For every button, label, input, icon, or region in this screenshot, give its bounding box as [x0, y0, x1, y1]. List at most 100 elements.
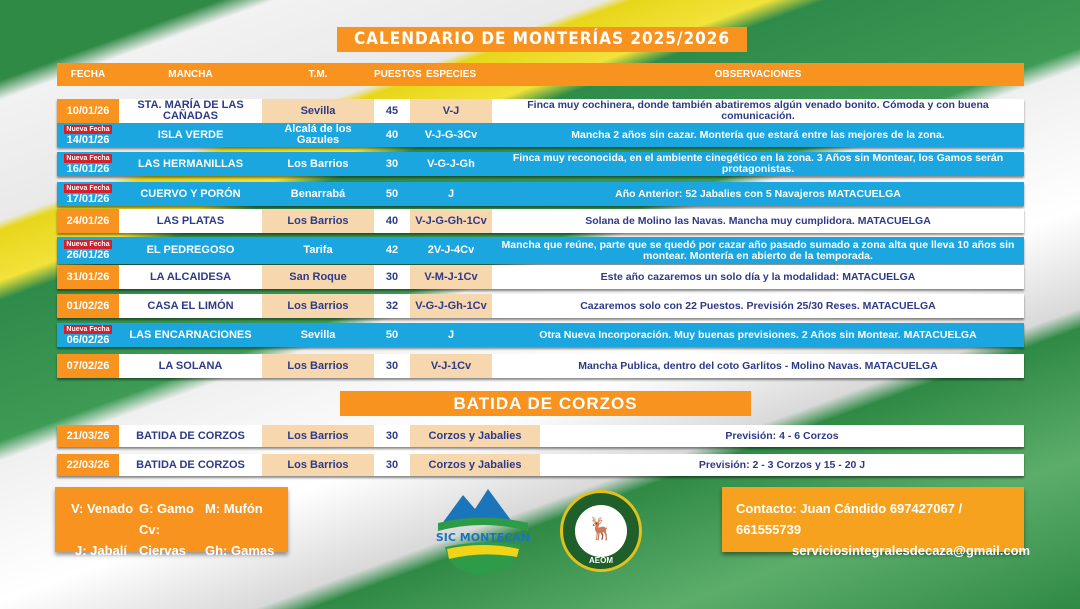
header-tm: T.M.	[308, 69, 328, 80]
cell-mancha: BATIDA DE CORZOS	[119, 425, 262, 447]
species-legend: V: Venado G: Gamo M: Mufón J: Jabalí Cv: Ci…	[55, 487, 288, 558]
table-row: 31/01/26 LA ALCAIDESA San Roque 30 V-M-J…	[57, 265, 1024, 289]
cell-especies: V-M-J-1Cv	[410, 265, 492, 289]
cell-tm: Alcalá de los Gazules	[262, 123, 374, 147]
cell-observaciones: Mancha que reúne, parte que se quedó por…	[492, 237, 1024, 264]
batida-row: 22/03/26 BATIDA DE CORZOS Los Barrios 30…	[57, 454, 1024, 476]
aeom-logo: 🦌 AEOM	[560, 490, 642, 572]
cell-puestos: 30	[374, 152, 410, 176]
table-row: 24/01/26 LAS PLATAS Los Barrios 40 V-J-G…	[57, 209, 1024, 233]
cell-fecha: 01/02/26	[57, 294, 119, 318]
fecha-text: 31/01/26	[66, 270, 110, 283]
cell-puestos: 50	[374, 323, 410, 347]
cell-especies: Corzos y Jabalies	[410, 425, 540, 447]
cell-observaciones: Previsión: 4 - 6 Corzos	[540, 425, 1024, 447]
table-row: Nueva Fecha 17/01/26 CUERVO Y PORÓN Benar…	[57, 182, 1024, 206]
cell-tm: Los Barrios	[262, 152, 374, 176]
table-row: Nueva Fecha 14/01/26 ISLA VERDE Alcalá de…	[57, 123, 1024, 147]
cell-puestos: 45	[374, 99, 410, 123]
cell-mancha: CUERVO Y PORÓN	[119, 182, 262, 206]
cell-observaciones: Año Anterior: 52 Jabalies con 5 Navajero…	[492, 182, 1024, 206]
batida-row: 21/03/26 BATIDA DE CORZOS Los Barrios 30…	[57, 425, 1024, 447]
fecha-text: 16/01/26	[66, 162, 110, 175]
table-row: 10/01/26 STA. MARÍA DE LAS CAÑADAS Sevil…	[57, 99, 1024, 123]
cell-puestos: 30	[374, 454, 410, 476]
cell-tm: Los Barrios	[262, 425, 374, 447]
fecha-text: 01/02/26	[66, 299, 110, 312]
cell-mancha: LAS PLATAS	[119, 209, 262, 233]
cell-observaciones: Solana de Molino las Navas. Mancha muy c…	[492, 209, 1024, 233]
cell-mancha: CASA EL LIMÓN	[119, 294, 262, 318]
page-title: CALENDARIO DE MONTERÍAS 2025/2026	[337, 27, 747, 52]
table-row: 07/02/26 LA SOLANA Los Barrios 30 V-J-1C…	[57, 354, 1024, 378]
aeom-label: AEOM	[589, 556, 613, 565]
contact-line: Contacto: Juan Cándido 697427067 / 66155…	[736, 501, 963, 537]
cell-especies: J	[410, 182, 492, 206]
cell-especies: J	[410, 323, 492, 347]
nueva-fecha-badge: Nueva Fecha	[64, 153, 112, 163]
cell-puestos: 42	[374, 237, 410, 264]
header-observaciones: OBSERVACIONES	[714, 69, 802, 80]
cell-tm: Tarifa	[262, 237, 374, 264]
legend-item: Gh: Gamas	[205, 543, 275, 558]
cell-mancha: LAS ENCARNACIONES	[119, 323, 262, 347]
cell-tm: Los Barrios	[262, 354, 374, 378]
cell-especies: V-J-G-3Cv	[410, 123, 492, 147]
cell-mancha: BATIDA DE CORZOS	[119, 454, 262, 476]
cell-mancha: STA. MARÍA DE LAS CAÑADAS	[119, 99, 262, 123]
cell-mancha: ISLA VERDE	[119, 123, 262, 147]
cell-fecha: Nueva Fecha 17/01/26	[57, 182, 119, 206]
nueva-fecha-badge: Nueva Fecha	[64, 324, 112, 334]
cell-puestos: 40	[374, 209, 410, 233]
cell-puestos: 40	[374, 123, 410, 147]
cell-puestos: 30	[374, 265, 410, 289]
cell-puestos: 30	[374, 354, 410, 378]
table-row: Nueva Fecha 26/01/26 EL PEDREGOSO Tarifa …	[57, 237, 1024, 264]
nueva-fecha-badge: Nueva Fecha	[64, 183, 112, 193]
cell-tm: Benarrabá	[262, 182, 374, 206]
fecha-text: 17/01/26	[66, 192, 110, 205]
cell-fecha: Nueva Fecha 06/02/26	[57, 323, 119, 347]
cell-fecha: 21/03/26	[57, 425, 119, 447]
cell-observaciones: Finca muy reconocida, en el ambiente cin…	[492, 152, 1024, 176]
cell-fecha: Nueva Fecha 16/01/26	[57, 152, 119, 176]
cell-observaciones: Otra Nueva Incorporación. Muy buenas pre…	[492, 323, 1024, 347]
cell-tm: Los Barrios	[262, 294, 374, 318]
fecha-text: 10/01/26	[66, 104, 110, 117]
cell-observaciones: Mancha 2 años sin cazar. Montería que es…	[492, 123, 1024, 147]
sic-montecan-logo: SIC MONTECAN	[433, 487, 533, 577]
cell-mancha: LAS HERMANILLAS	[119, 152, 262, 176]
cell-mancha: LA SOLANA	[119, 354, 262, 378]
cell-observaciones: Mancha Publica, dentro del coto Garlitos…	[492, 354, 1024, 378]
header-mancha: MANCHA	[168, 69, 213, 80]
cell-especies: V-J	[410, 99, 492, 123]
cell-tm: Los Barrios	[262, 454, 374, 476]
nueva-fecha-badge: Nueva Fecha	[64, 240, 112, 249]
cell-fecha: 22/03/26	[57, 454, 119, 476]
cell-puestos: 50	[374, 182, 410, 206]
cell-fecha: 31/01/26	[57, 265, 119, 289]
cell-observaciones: Cazaremos solo con 22 Puestos. Previsión…	[492, 294, 1024, 318]
cell-puestos: 30	[374, 425, 410, 447]
cell-observaciones: Finca muy cochinera, donde también abati…	[492, 99, 1024, 123]
contact-email[interactable]: serviciosintegralesdecaza@gmail.com	[792, 543, 1031, 558]
cell-fecha: Nueva Fecha 26/01/26	[57, 237, 119, 264]
fecha-text: 06/02/26	[66, 333, 110, 346]
cell-mancha: EL PEDREGOSO	[119, 237, 262, 264]
contact-box: Contacto: Juan Cándido 697427067 / 66155…	[722, 487, 1030, 558]
cell-fecha: 07/02/26	[57, 354, 119, 378]
cell-fecha: Nueva Fecha 14/01/26	[57, 123, 119, 147]
cell-especies: 2V-J-4Cv	[410, 237, 492, 264]
cell-fecha: 10/01/26	[57, 99, 119, 123]
fecha-text: 24/01/26	[66, 214, 110, 227]
table-row: 01/02/26 CASA EL LIMÓN Los Barrios 32 V-…	[57, 294, 1024, 318]
cell-tm: Sevilla	[262, 99, 374, 123]
legend-item: Cv: Ciervas	[139, 522, 186, 558]
cell-especies: V-G-J-Gh	[410, 152, 492, 176]
legend-item: G: Gamo	[139, 501, 194, 516]
legend-item: V: Venado	[71, 501, 134, 516]
header-especies: ESPECIES	[425, 69, 477, 80]
table-row: Nueva Fecha 06/02/26 LAS ENCARNACIONES Se…	[57, 323, 1024, 347]
cell-mancha: LA ALCAIDESA	[119, 265, 262, 289]
legend-item: M: Mufón	[205, 501, 263, 516]
